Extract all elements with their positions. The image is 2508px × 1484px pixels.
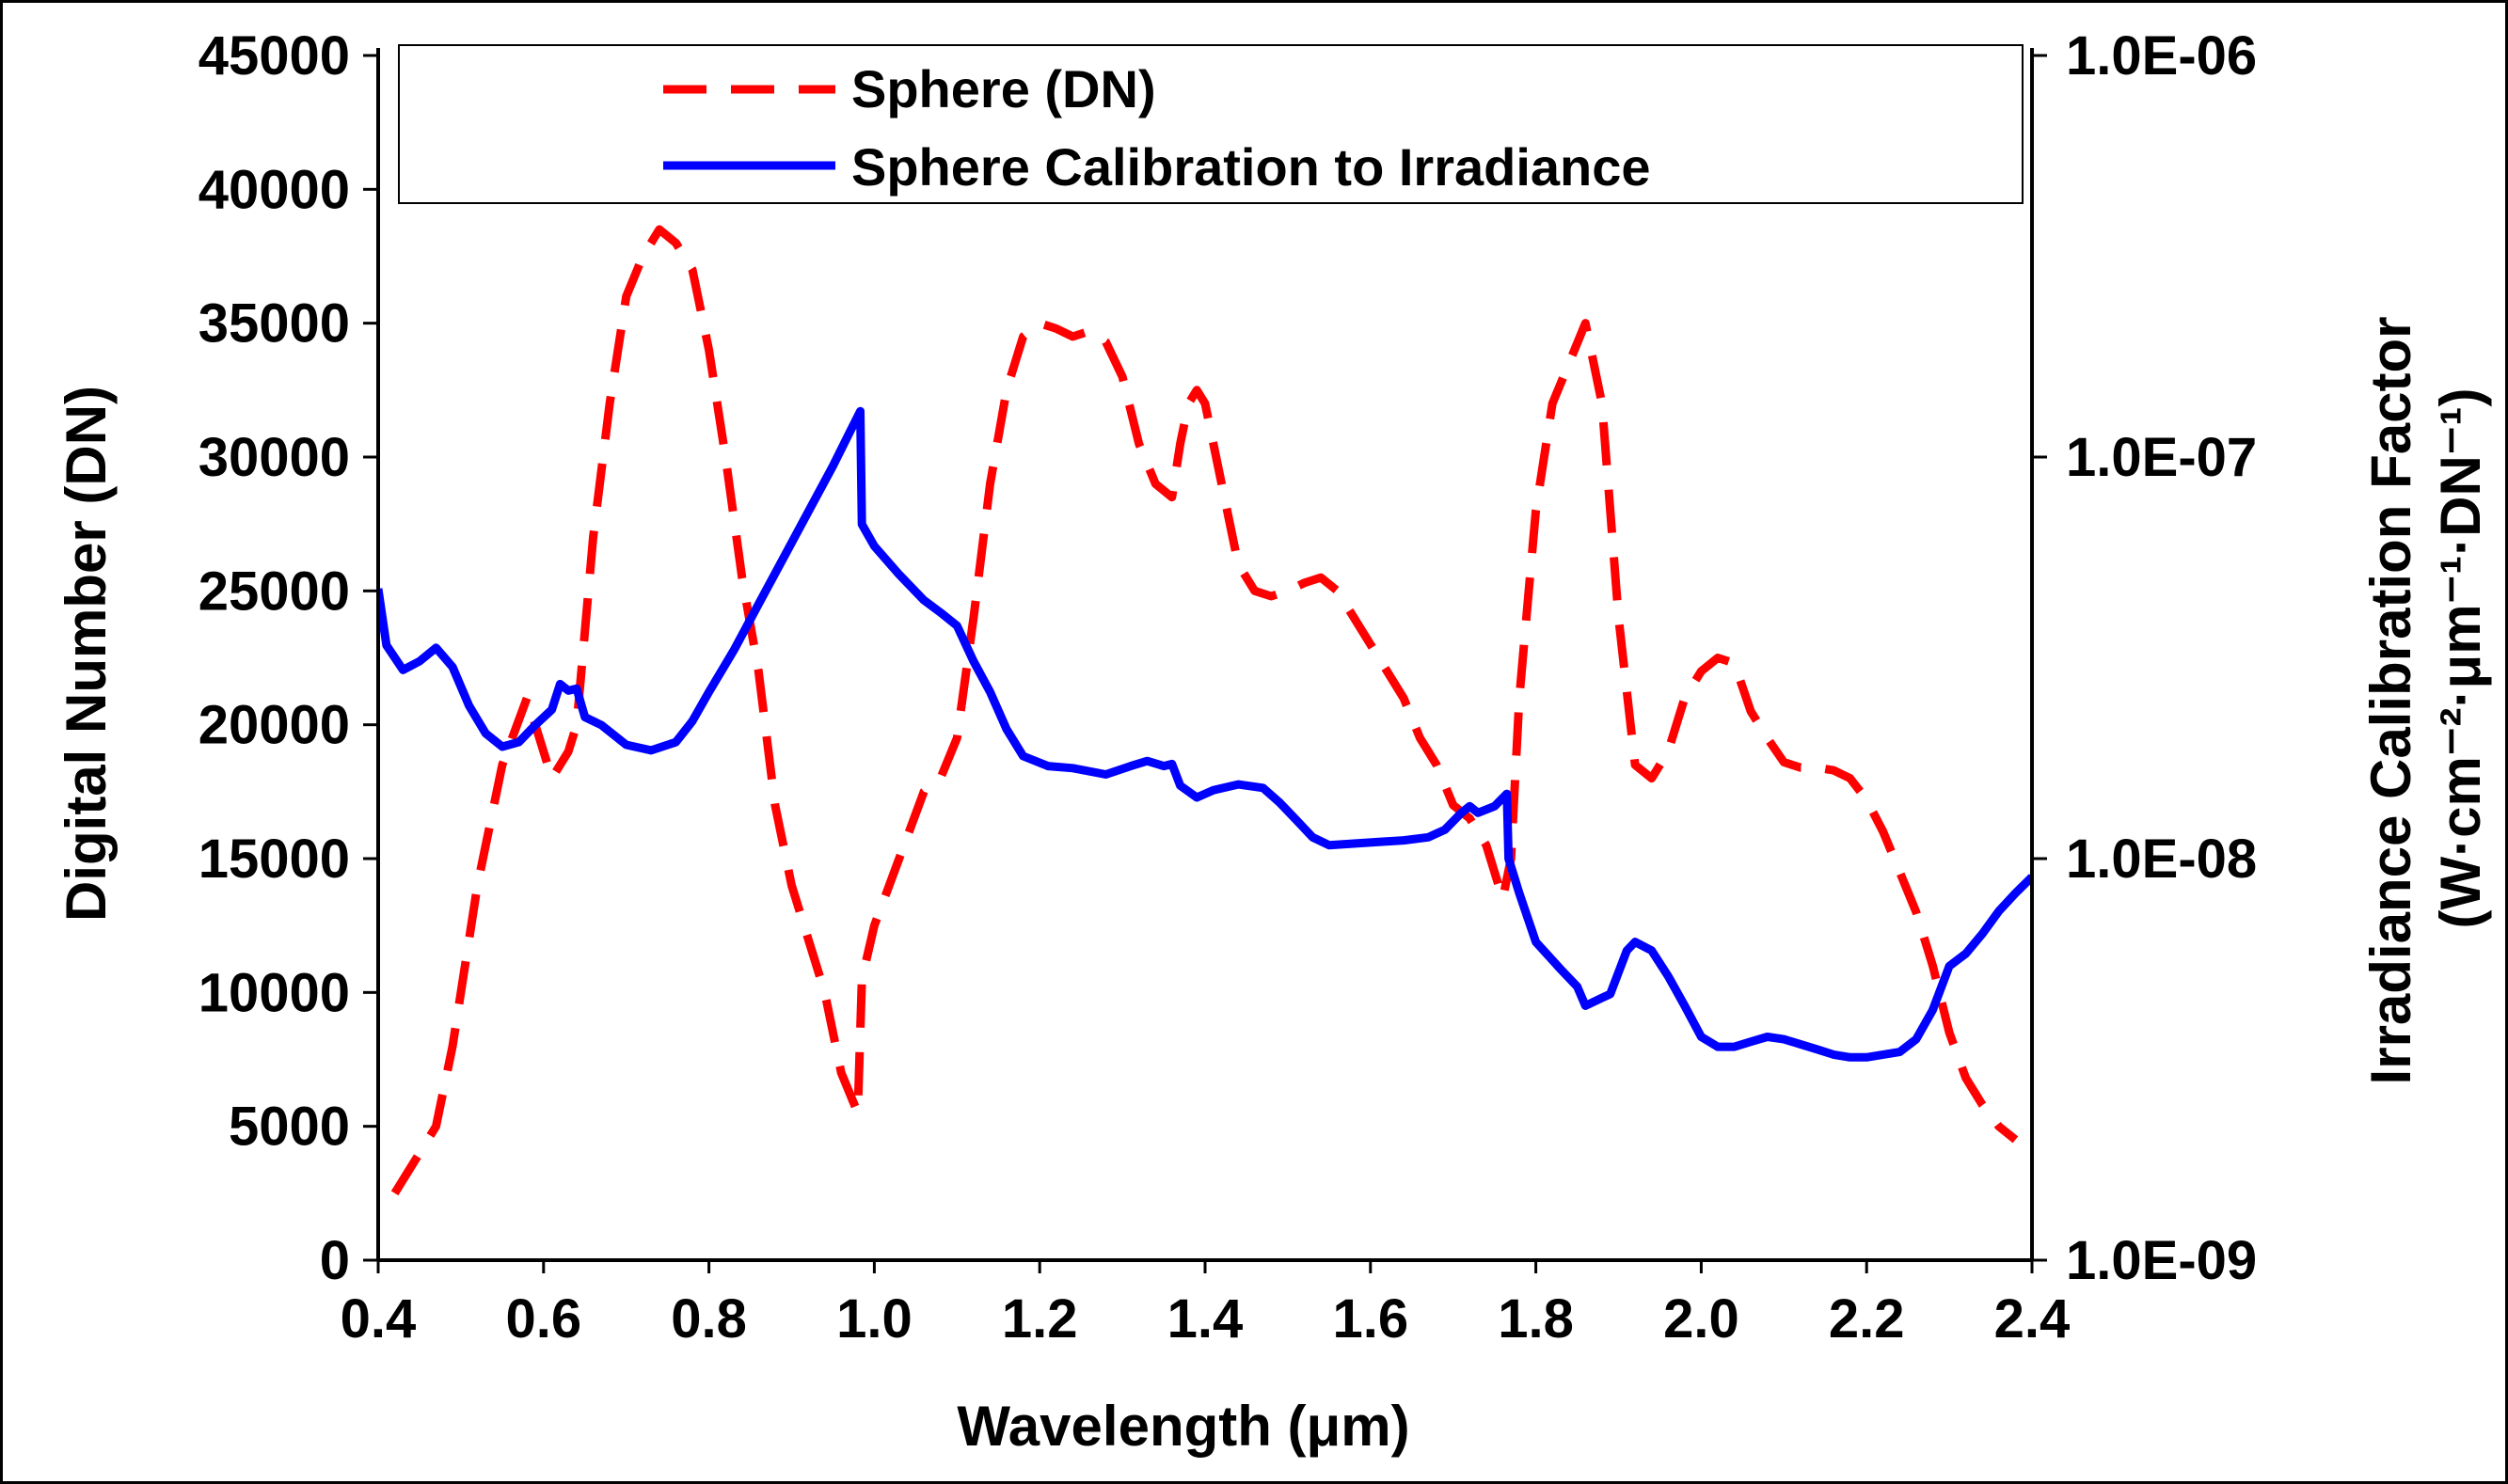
x-tick-label: 1.0 — [836, 1288, 913, 1350]
legend-label-sphere-dn: Sphere (DN) — [851, 59, 1156, 118]
y-left-tick-label: 35000 — [198, 293, 350, 355]
y-axis-right-title-line1: Irradiance Calibration Factor — [2359, 317, 2422, 1085]
x-tick-label: 2.4 — [1994, 1288, 2071, 1350]
series-line-sphere-calibration — [378, 406, 2032, 1062]
x-tick-label: 1.6 — [1332, 1288, 1408, 1350]
y-left-tick-label: 15000 — [198, 829, 350, 890]
x-axis-title: Wavelength (μm) — [957, 1395, 1409, 1458]
x-tick-label: 2.0 — [1663, 1288, 1739, 1350]
y-left-tick-label: 10000 — [198, 962, 350, 1023]
y-left-tick-label: 30000 — [198, 427, 350, 488]
y-right-tick-label: 1.0E-08 — [2066, 829, 2257, 890]
y-left-tick-label: 5000 — [229, 1097, 350, 1158]
x-tick-label: 0.8 — [671, 1288, 747, 1350]
y-left-tick-label: 45000 — [198, 25, 350, 87]
y-left-tick-label: 40000 — [198, 159, 350, 220]
y-axis-left-title: Digital Number (DN) — [55, 386, 118, 922]
y-right-tick-label: 1.0E-09 — [2066, 1230, 2257, 1291]
x-tick-label: 0.6 — [505, 1288, 581, 1350]
y-right-tick-label: 1.0E-06 — [2066, 25, 2257, 87]
x-tick-label: 1.2 — [1002, 1288, 1078, 1350]
y-left-tick-label: 0 — [320, 1230, 350, 1291]
y-left-tick-label: 25000 — [198, 560, 350, 622]
y-axis-right-title-line2: (W·cm⁻²·μm⁻¹·DN⁻¹) — [2429, 388, 2492, 929]
x-tick-label: 0.4 — [341, 1288, 417, 1350]
legend-box — [398, 44, 2024, 204]
legend-label-sphere-calibration: Sphere Calibration to Irradiance — [851, 137, 1651, 197]
y-left-tick-label: 20000 — [198, 695, 350, 756]
x-tick-label: 1.8 — [1498, 1288, 1574, 1350]
x-tick-label: 1.4 — [1167, 1288, 1244, 1350]
series-line-sphere-dn — [390, 225, 2019, 1196]
x-tick-label: 2.2 — [1829, 1288, 1905, 1350]
y-right-tick-label: 1.0E-07 — [2066, 427, 2257, 488]
